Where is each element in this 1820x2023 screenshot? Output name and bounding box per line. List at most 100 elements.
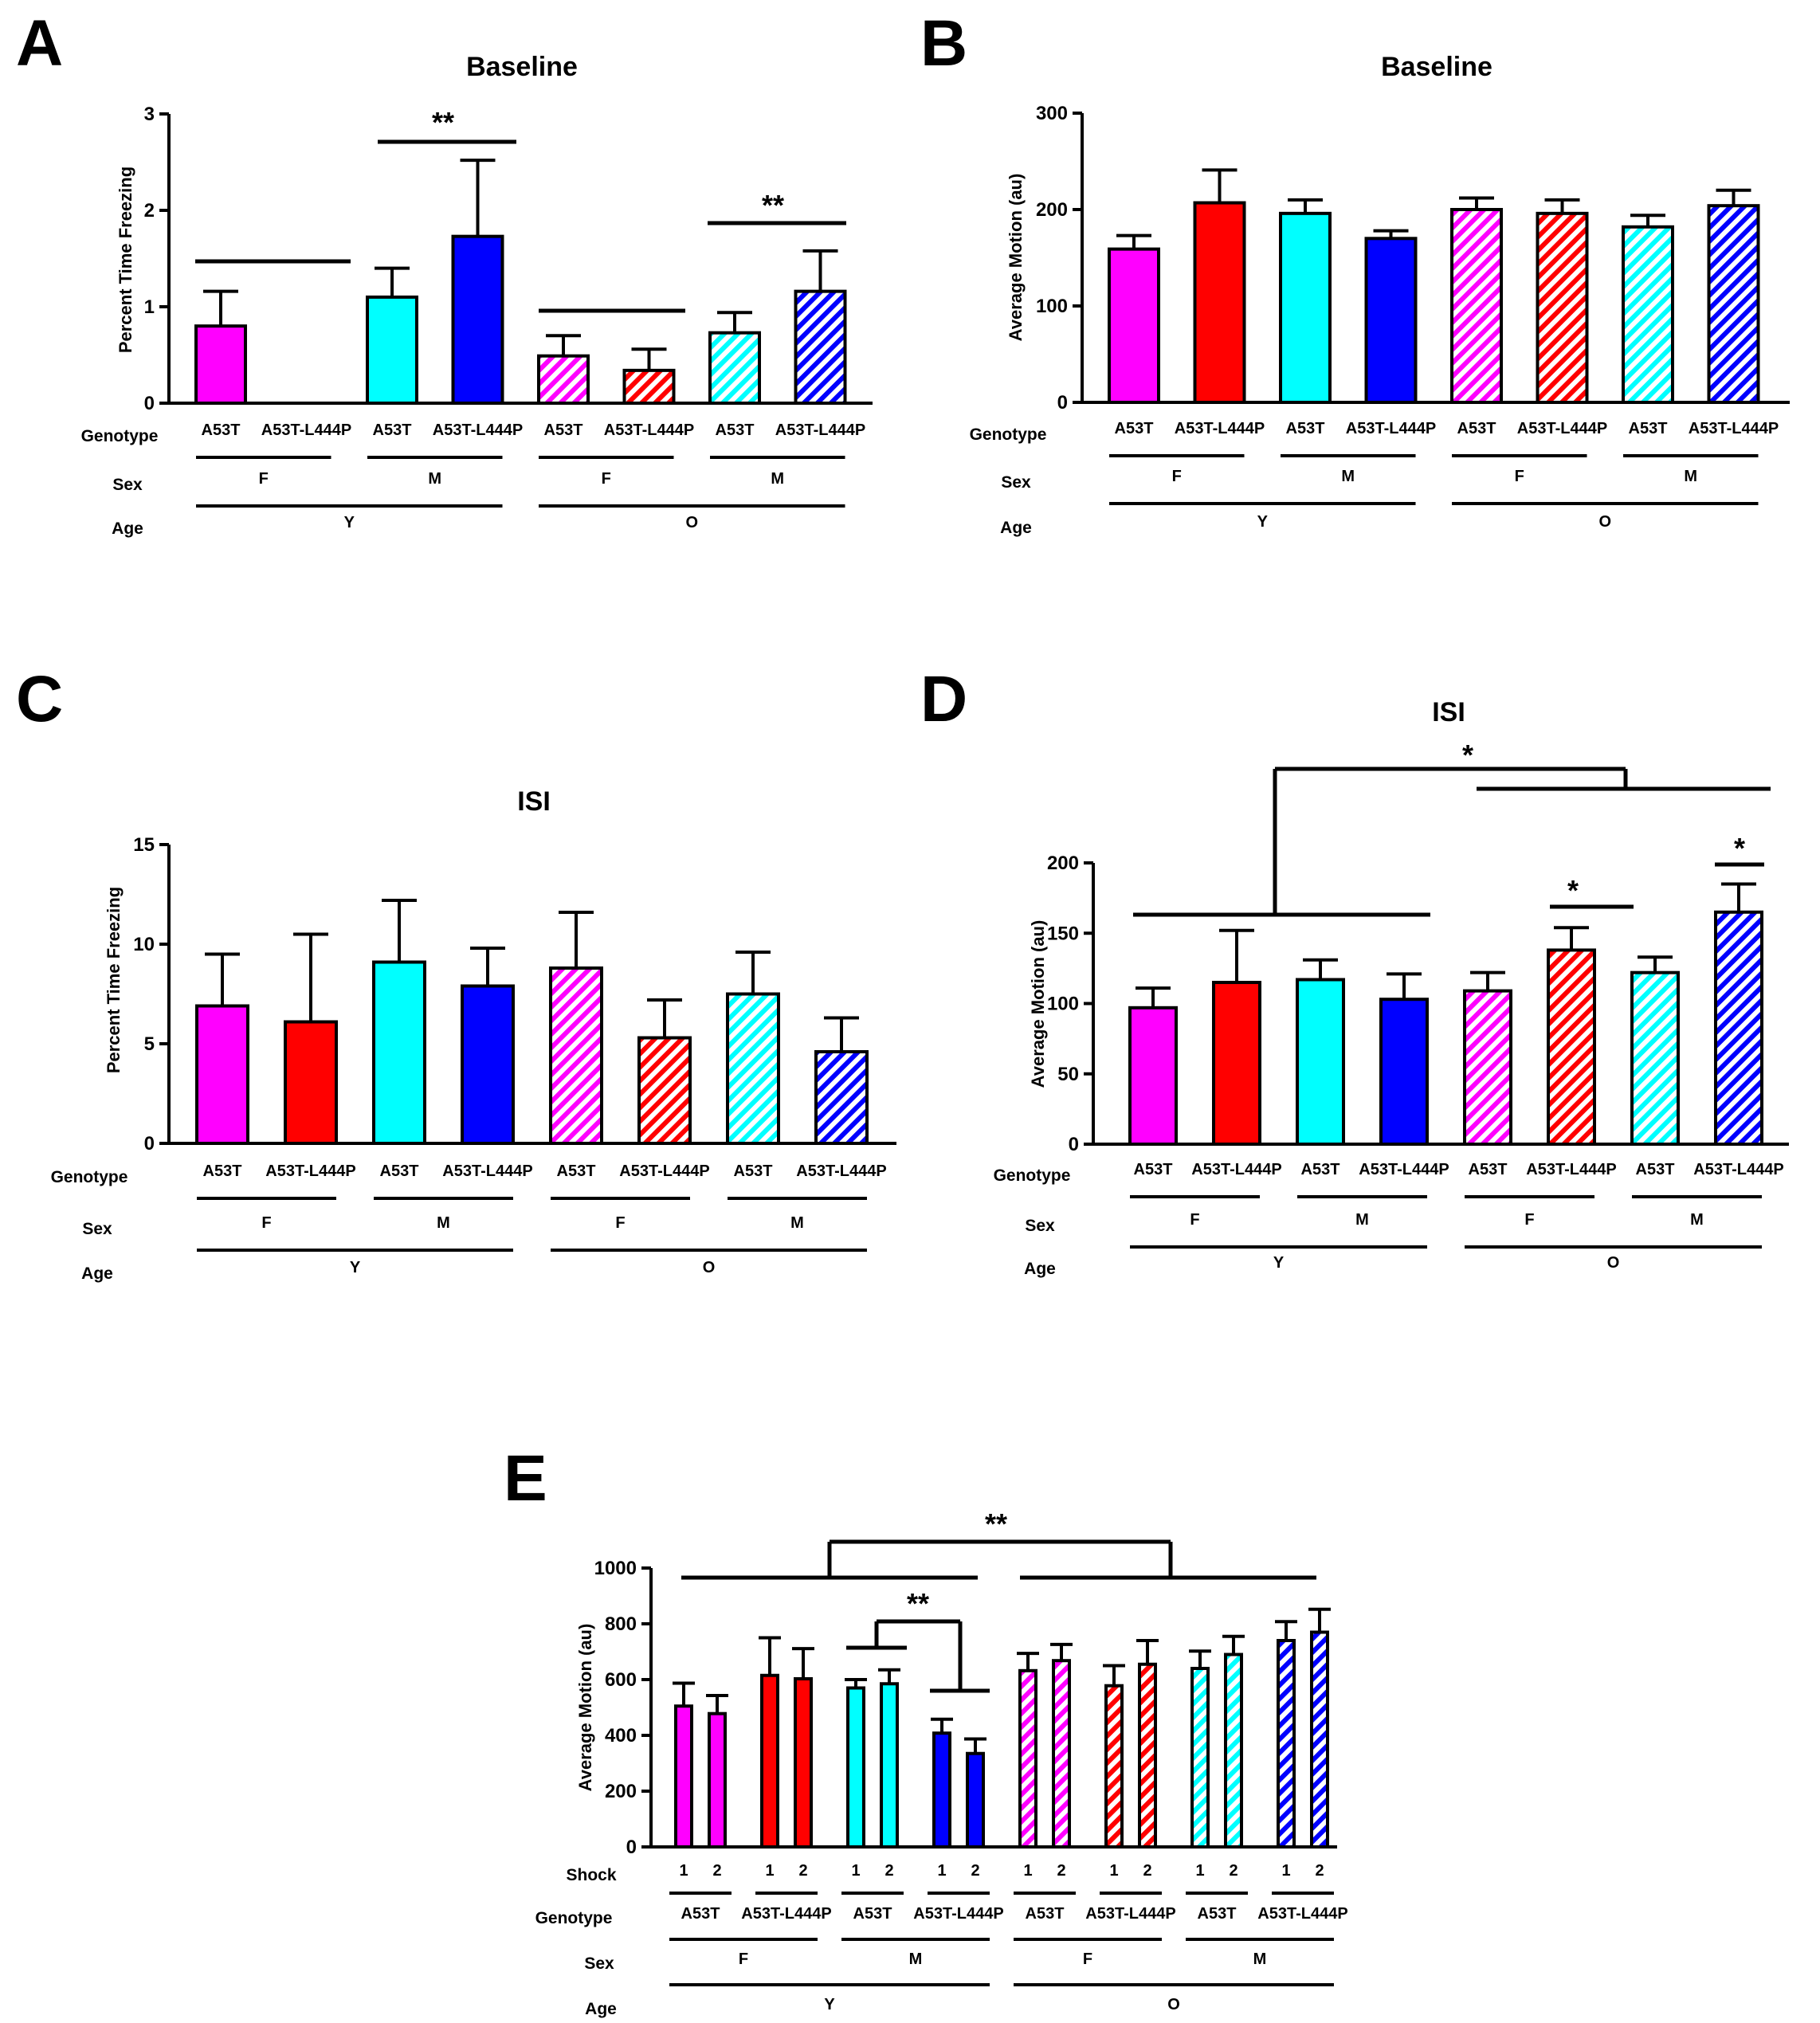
bar <box>880 1682 899 1849</box>
panel-label-e: E <box>504 1442 547 1515</box>
y-tick-label: 1 <box>144 296 155 318</box>
shock-label: 2 <box>1057 1862 1065 1880</box>
bar <box>1707 204 1760 404</box>
bar <box>1310 1630 1329 1849</box>
genotype-label: A53T <box>1301 1161 1340 1178</box>
shock-label: 1 <box>1281 1862 1290 1880</box>
y-axis-label-c: Percent Time Freezing <box>104 887 124 1073</box>
sex-label: F <box>615 1214 625 1232</box>
y-axis-label-b: Average Motion (au) <box>1006 174 1026 342</box>
age-label: O <box>1598 513 1611 531</box>
panel-b: B Baseline Average Motion (au) 0 100 200 30… <box>920 7 1790 537</box>
sex-label: M <box>1355 1211 1369 1229</box>
chart-title-d: ISI <box>1432 697 1465 727</box>
sex-label: M <box>1690 1211 1704 1229</box>
bar <box>846 1686 865 1849</box>
bar <box>708 331 761 406</box>
genotype-label: A53T <box>380 1162 419 1180</box>
genotype-label: A53T-L444P <box>913 1905 1003 1923</box>
age-label: Y <box>824 1996 835 2013</box>
sex-label: M <box>1253 1950 1267 1968</box>
y-axis-label-a: Percent Time Freezing <box>116 167 135 353</box>
row-label: Age <box>585 2000 617 2018</box>
y-tick-label: 100 <box>1047 994 1079 1015</box>
bars-e <box>673 1607 1331 1849</box>
bar <box>1108 247 1160 404</box>
bar <box>1279 211 1332 404</box>
panel-e: E Average Motion (au) 02004006008001000 … <box>504 1442 1348 2018</box>
chart-title-b: Baseline <box>1381 52 1492 82</box>
age-label: Y <box>344 514 355 531</box>
bar <box>674 1704 693 1849</box>
shock-label: 2 <box>885 1862 893 1880</box>
bar <box>622 368 676 405</box>
genotype-label: A53T-L444P <box>1346 420 1436 437</box>
bar <box>549 966 603 1145</box>
genotype-label: A53T-L444P <box>1257 1905 1347 1923</box>
bar <box>1193 201 1246 404</box>
significance-a: ** ** <box>195 106 846 313</box>
bar <box>195 1004 249 1145</box>
genotype-label: A53T-L444P <box>796 1162 886 1180</box>
significance-d: * * * <box>1133 739 1771 917</box>
shock-label: 2 <box>1143 1862 1151 1880</box>
y-axis-label-d: Average Motion (au) <box>1028 920 1048 1088</box>
genotype-label: A53T-L444P <box>1526 1161 1616 1178</box>
shock-label: 1 <box>1023 1862 1032 1880</box>
y-tick-label: 100 <box>1036 296 1068 317</box>
y-tick-label: 200 <box>1047 853 1079 874</box>
significance-marker: ** <box>985 1507 1007 1540</box>
bar <box>461 984 515 1145</box>
bar <box>1018 1668 1037 1849</box>
significance-marker: * <box>1462 739 1473 771</box>
bar <box>1052 1659 1071 1849</box>
y-tick-label: 200 <box>605 1781 637 1802</box>
shock-label: 1 <box>1109 1862 1118 1880</box>
sex-label: F <box>602 470 611 488</box>
row-label: Sex <box>584 1954 614 1973</box>
bar <box>1364 237 1418 404</box>
age-label: O <box>703 1259 716 1276</box>
y-tick-label: 300 <box>1036 103 1068 124</box>
panel-label-d: D <box>920 663 967 735</box>
genotype-label: A53T <box>373 421 412 439</box>
y-axis-d: 0 50 100 150 200 <box>1047 853 1789 1155</box>
genotype-label: A53T-L444P <box>1689 420 1779 437</box>
sex-label: M <box>428 470 441 488</box>
genotype-label: A53T <box>202 421 241 439</box>
y-tick-label: 150 <box>1047 923 1079 944</box>
shock-label: 2 <box>1315 1862 1324 1880</box>
bar <box>1104 1684 1124 1849</box>
bar <box>1463 989 1512 1146</box>
y-axis-a: 0 1 2 3 <box>144 104 873 414</box>
bar <box>794 289 847 406</box>
bar <box>708 1711 727 1849</box>
genotype-label: A53T-L444P <box>442 1162 532 1180</box>
genotype-label: A53T <box>1198 1905 1237 1923</box>
sex-label: M <box>437 1214 450 1232</box>
panel-label-a: A <box>16 7 63 80</box>
genotype-label: A53T <box>1115 420 1154 437</box>
bars-a <box>194 159 847 406</box>
genotype-label: A53T <box>1286 420 1325 437</box>
y-tick-label: 2 <box>144 200 155 222</box>
genotype-label: A53T-L444P <box>265 1162 355 1180</box>
bar <box>1190 1667 1210 1849</box>
significance-marker: ** <box>762 189 784 222</box>
genotype-label: A53T-L444P <box>261 421 351 439</box>
sex-label: M <box>771 470 784 488</box>
significance-marker: ** <box>907 1587 929 1620</box>
shock-label: 1 <box>937 1862 946 1880</box>
category-axis-d: Genotype Sex Age A53T A53T-L444P A53T A53T-L44… <box>994 1161 1784 1278</box>
row-label: Genotype <box>535 1909 613 1927</box>
sex-label: F <box>1083 1950 1092 1968</box>
bar <box>451 234 504 406</box>
y-tick-label: 800 <box>605 1613 637 1635</box>
y-tick-label: 600 <box>605 1669 637 1691</box>
genotype-label: A53T-L444P <box>1085 1905 1175 1923</box>
chart-title-a: Baseline <box>466 52 578 82</box>
bar <box>726 992 780 1145</box>
genotype-label: A53T <box>1134 1161 1173 1178</box>
genotype-label: A53T <box>681 1905 720 1923</box>
